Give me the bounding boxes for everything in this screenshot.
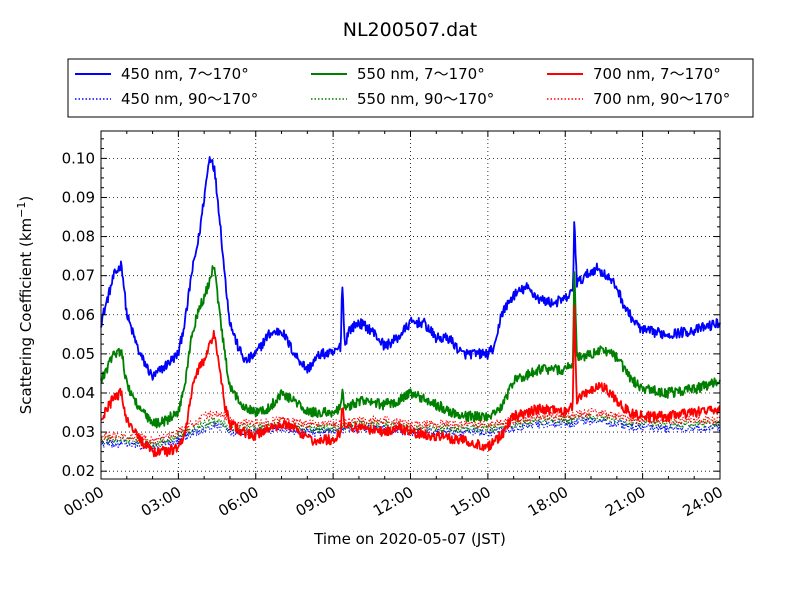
x-axis-label: Time on 2020-05-07 (JST) — [313, 530, 506, 548]
x-tick-label: 18:00 — [525, 483, 571, 520]
x-tick-label: 00:00 — [61, 483, 107, 520]
legend: 450 nm, 7～170° 450 nm, 90～170° 550 nm, 7～1… — [67, 58, 754, 118]
series-layer — [100, 156, 721, 458]
y-tick-label: 0.03 — [62, 423, 95, 441]
y-tick-label: 0.09 — [62, 188, 95, 206]
legend-box — [67, 58, 754, 118]
x-tick-label: 21:00 — [602, 483, 648, 520]
chart-title: NL200507.dat — [343, 19, 478, 41]
x-tick-label: 24:00 — [680, 483, 726, 520]
legend-label: 700 nm, 7～170° — [593, 65, 721, 83]
x-tick-label: 06:00 — [215, 483, 261, 520]
axis-ticks: 00:00 03:00 06:00 09:00 12:00 15:00 18:00 21:00… — [61, 131, 726, 520]
y-tick-label: 0.05 — [62, 345, 95, 363]
y-axis-label-unit: −1 — [15, 202, 28, 218]
legend-label: 450 nm, 7～170° — [121, 65, 249, 83]
x-tick-label: 09:00 — [293, 483, 339, 520]
legend-label: 550 nm, 90～170° — [357, 90, 494, 108]
legend-label: 700 nm, 90～170° — [593, 90, 730, 108]
y-tick-label: 0.08 — [62, 228, 95, 246]
series-line — [100, 156, 721, 381]
x-tick-label: 03:00 — [138, 483, 184, 520]
legend-items: 450 nm, 7～170° 450 nm, 90～170° 550 nm, 7～1… — [75, 65, 730, 108]
x-tick-label: 12:00 — [370, 483, 416, 520]
y-tick-label: 0.10 — [62, 149, 95, 167]
series-line — [100, 407, 721, 445]
x-tick-label: 15:00 — [447, 483, 493, 520]
series-line — [100, 265, 721, 429]
y-tick-label: 0.04 — [62, 384, 95, 402]
y-axis-label-close: ) — [17, 196, 35, 202]
legend-label: 450 nm, 90～170° — [121, 90, 258, 108]
legend-label: 550 nm, 7～170° — [357, 65, 485, 83]
y-axis-label: Scattering Coefficient (km−1) — [15, 196, 35, 415]
y-tick-label: 0.02 — [62, 462, 95, 480]
y-tick-label: 0.07 — [62, 267, 95, 285]
y-axis-label-main: Scattering Coefficient (km — [17, 218, 35, 414]
y-tick-label: 0.06 — [62, 306, 95, 324]
series-line — [100, 304, 721, 458]
